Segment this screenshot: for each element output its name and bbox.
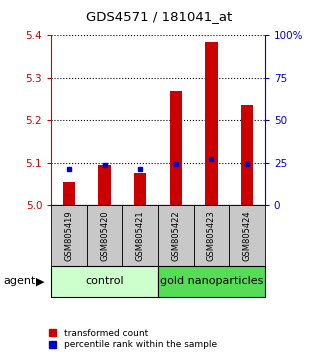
Bar	[194, 205, 229, 266]
Bar	[158, 266, 265, 297]
Bar	[51, 205, 87, 266]
Bar	[169, 91, 182, 205]
Text: GSM805423: GSM805423	[207, 210, 216, 261]
Text: GSM805422: GSM805422	[171, 210, 180, 261]
Text: GDS4571 / 181041_at: GDS4571 / 181041_at	[86, 10, 232, 23]
Text: GSM805424: GSM805424	[243, 210, 252, 261]
Bar	[51, 266, 158, 297]
Text: GSM805419: GSM805419	[65, 210, 73, 261]
Text: GSM805421: GSM805421	[136, 210, 145, 261]
Text: control: control	[85, 276, 124, 286]
Text: ▶: ▶	[36, 276, 44, 286]
Bar	[122, 205, 158, 266]
Bar	[205, 42, 218, 205]
Bar	[63, 182, 75, 205]
Bar	[134, 173, 147, 205]
Legend: transformed count, percentile rank within the sample: transformed count, percentile rank withi…	[49, 329, 217, 349]
Text: GSM805420: GSM805420	[100, 210, 109, 261]
Text: agent: agent	[3, 276, 36, 286]
Bar	[229, 205, 265, 266]
Bar	[98, 165, 111, 205]
Bar	[87, 205, 122, 266]
Bar	[158, 205, 194, 266]
Text: gold nanoparticles: gold nanoparticles	[160, 276, 263, 286]
Bar	[241, 105, 253, 205]
